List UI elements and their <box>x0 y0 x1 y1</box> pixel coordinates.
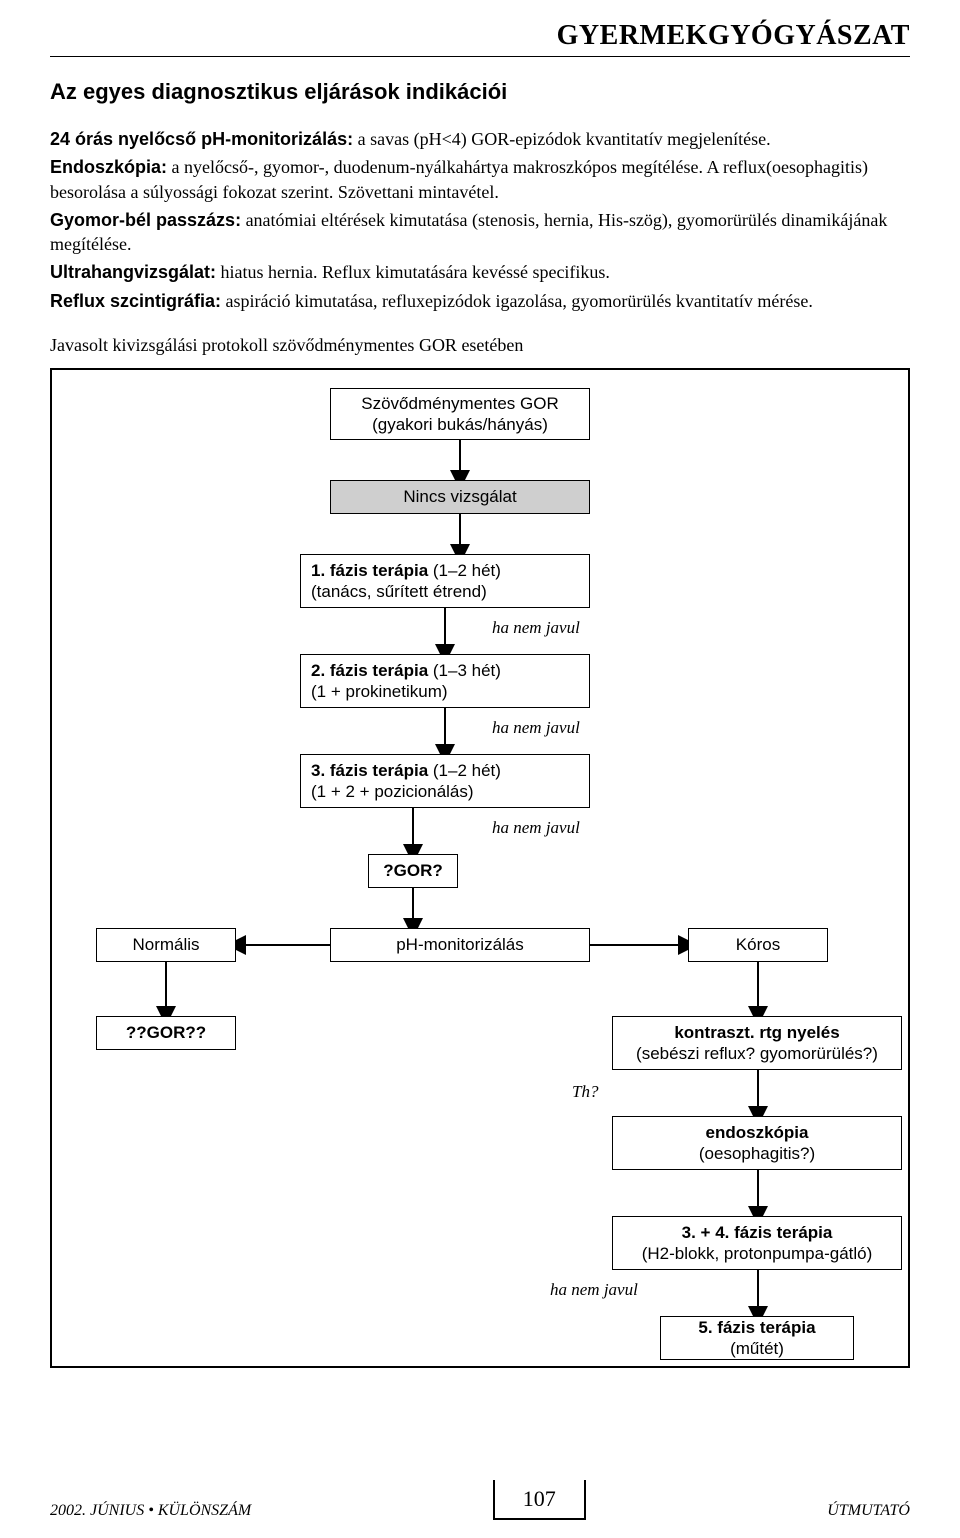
p1-rest: a savas (pH<4) GOR-epizódok kvantitatív … <box>353 129 771 149</box>
header-rule <box>50 56 910 57</box>
protocol-title: Javasolt kivizsgálási protokoll szövődmé… <box>50 335 910 356</box>
flow-node-n5: 3. fázis terápia (1–2 hét)(1 + 2 + pozic… <box>300 754 590 808</box>
p5-lead: Reflux szcintigráfia: <box>50 291 221 311</box>
p2-rest: a nyelőcső-, gyomor-, duodenum-nyálkahár… <box>50 157 868 201</box>
flow-node-n2: Nincs vizsgálat <box>330 480 590 514</box>
flow-node-n7: pH-monitorizálás <box>330 928 590 962</box>
p3-lead: Gyomor-bél passzázs: <box>50 210 241 230</box>
edge-label-e56: ha nem javul <box>492 818 580 838</box>
p5-rest: aspiráció kimutatása, refluxepizódok iga… <box>221 291 813 311</box>
p4-rest: hiatus hernia. Reflux kimutatására kevés… <box>216 262 610 282</box>
paragraph-4: Ultrahangvizsgálat: hiatus hernia. Reflu… <box>50 260 910 284</box>
flow-node-n4: 2. fázis terápia (1–3 hét)(1 + prokineti… <box>300 654 590 708</box>
page: GYERMEKGYÓGYÁSZAT Az egyes diagnosztikus… <box>0 0 960 1538</box>
flow-node-n6: ?GOR? <box>368 854 458 888</box>
flow-node-n14: 5. fázis terápia(műtét) <box>660 1316 854 1360</box>
flow-node-n11: kontraszt. rtg nyelés(sebészi reflux? gy… <box>612 1016 902 1070</box>
footer-right: ÚTMUTATÓ <box>827 1502 910 1520</box>
paragraph-3: Gyomor-bél passzázs: anatómiai eltérések… <box>50 208 910 257</box>
edge-label-e1314: ha nem javul <box>550 1280 638 1300</box>
flow-node-n9: Kóros <box>688 928 828 962</box>
document-header: GYERMEKGYÓGYÁSZAT <box>50 20 910 52</box>
p4-lead: Ultrahangvizsgálat: <box>50 262 216 282</box>
footer-left: 2002. JÚNIUS • KÜLÖNSZÁM <box>50 1502 251 1520</box>
edge-label-e45: ha nem javul <box>492 718 580 738</box>
paragraph-2: Endoszkópia: a nyelőcső-, gyomor-, duode… <box>50 155 910 204</box>
flowchart-frame: Szövődménymentes GOR(gyakori bukás/hányá… <box>50 368 910 1368</box>
edge-label-e34: ha nem javul <box>492 618 580 638</box>
p1-lead: 24 órás nyelőcső pH-monitorizálás: <box>50 129 353 149</box>
body-text: 24 órás nyelőcső pH-monitorizálás: a sav… <box>50 127 910 313</box>
flow-node-n8: Normális <box>96 928 236 962</box>
section-title: Az egyes diagnosztikus eljárások indikác… <box>50 79 910 105</box>
flow-node-n3: 1. fázis terápia (1–2 hét)(tanács, sűrít… <box>300 554 590 608</box>
flow-node-n10: ??GOR?? <box>96 1016 236 1050</box>
paragraph-1: 24 órás nyelőcső pH-monitorizálás: a sav… <box>50 127 910 151</box>
flow-node-n13: 3. + 4. fázis terápia(H2-blokk, protonpu… <box>612 1216 902 1270</box>
p2-lead: Endoszkópia: <box>50 157 167 177</box>
page-footer: 2002. JÚNIUS • KÜLÖNSZÁM 107 ÚTMUTATÓ <box>50 1480 910 1520</box>
paragraph-5: Reflux szcintigráfia: aspiráció kimutatá… <box>50 289 910 313</box>
footer-page-number: 107 <box>493 1480 586 1520</box>
edge-label-th: Th? <box>572 1082 598 1102</box>
flow-node-n1: Szövődménymentes GOR(gyakori bukás/hányá… <box>330 388 590 440</box>
flow-node-n12: endoszkópia(oesophagitis?) <box>612 1116 902 1170</box>
